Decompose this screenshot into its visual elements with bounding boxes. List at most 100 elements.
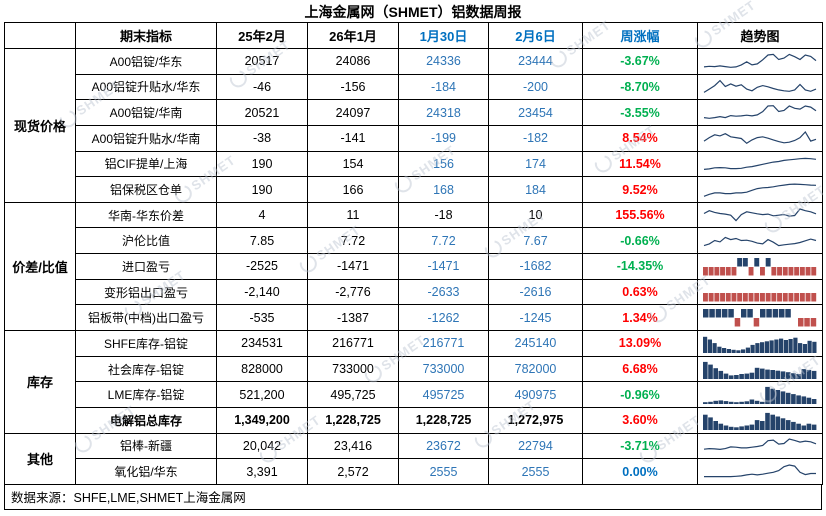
value-date2: 782000 [489, 356, 583, 383]
value-date1: -184 [399, 74, 489, 101]
value-date2: -200 [489, 74, 583, 101]
header-month2: 26年1月 [308, 23, 399, 49]
indicator-label: A00铝锭/华南 [76, 100, 217, 126]
header-month1: 25年2月 [217, 23, 308, 49]
trend-sparkline [704, 464, 816, 478]
trend-sparkline [703, 336, 817, 353]
trend-sparkline [703, 387, 817, 405]
value-date1: 733000 [399, 356, 489, 383]
trend-cell [698, 305, 823, 332]
value-month2: 1,228,725 [308, 407, 399, 434]
trend-cell [698, 356, 823, 383]
trend-sparkline [703, 292, 817, 302]
indicator-label: 铝棒-新疆 [76, 433, 217, 460]
indicator-label: 铝板带(中档)出口盈亏 [76, 305, 217, 332]
value-month1: 20,042 [217, 433, 308, 460]
value-date1: 23672 [399, 433, 489, 460]
value-date1: -199 [399, 125, 489, 152]
weekly-change-value: 0.63% [583, 279, 698, 306]
indicator-label: 氧化铝/华东 [76, 459, 217, 485]
indicator-label: 华南-华东价差 [76, 202, 217, 229]
header-indicator: 期末指标 [76, 23, 217, 49]
value-date2: 245140 [489, 331, 583, 357]
header-group-blank [5, 23, 76, 49]
indicator-label: LME库存-铝锭 [76, 382, 217, 408]
trend-cell [698, 279, 823, 306]
weekly-change-value: -3.67% [583, 49, 698, 75]
weekly-change-value: 1.34% [583, 305, 698, 332]
trend-cell [698, 459, 823, 485]
value-month2: 2,572 [308, 459, 399, 485]
value-month1: 20517 [217, 49, 308, 75]
trend-sparkline [703, 183, 817, 197]
weekly-change-value: 13.09% [583, 331, 698, 357]
value-date1: 7.72 [399, 228, 489, 255]
group-label: 现货价格 [5, 49, 76, 203]
value-date1: -2633 [399, 279, 489, 306]
value-month2: -141 [308, 125, 399, 152]
weekly-change-value: 8.54% [583, 125, 698, 152]
value-month2: 216771 [308, 331, 399, 357]
value-date1: -1471 [399, 254, 489, 280]
weekly-change-value: -0.66% [583, 228, 698, 255]
value-month2: -1471 [308, 254, 399, 280]
value-month1: 7.85 [217, 228, 308, 255]
group-label: 其他 [5, 433, 76, 485]
header-weekly-change: 周涨幅 [583, 23, 698, 49]
value-month2: -2,776 [308, 279, 399, 306]
value-date2: -2616 [489, 279, 583, 306]
trend-cell [698, 433, 823, 460]
indicator-label: 社会库存-铝锭 [76, 356, 217, 383]
value-month2: 166 [308, 177, 399, 203]
value-month2: 11 [308, 202, 399, 229]
trend-cell [698, 74, 823, 101]
value-date2: -1682 [489, 254, 583, 280]
value-date2: -1245 [489, 305, 583, 332]
trend-cell [698, 177, 823, 203]
value-date1: -18 [399, 202, 489, 229]
indicator-label: A00铝锭升贴水/华南 [76, 125, 217, 152]
value-date2: 10 [489, 202, 583, 229]
value-month2: 24097 [308, 100, 399, 126]
weekly-change-value: -0.96% [583, 382, 698, 408]
value-month2: -156 [308, 74, 399, 101]
value-month1: 4 [217, 202, 308, 229]
weekly-change-value: -14.35% [583, 254, 698, 280]
trend-cell [698, 202, 823, 229]
value-date2: 2555 [489, 459, 583, 485]
trend-sparkline [703, 105, 817, 119]
value-month1: -2,140 [217, 279, 308, 306]
indicator-label: 电解铝总库存 [76, 407, 217, 434]
report-title: 上海金属网（SHMET）铝数据周报 [304, 4, 522, 20]
group-label: 库存 [5, 331, 76, 434]
trend-cell [698, 49, 823, 75]
header-trend-chart: 趋势图 [698, 23, 823, 49]
value-month1: 190 [217, 177, 308, 203]
header-date1: 1月30日 [399, 23, 489, 49]
data-source-footer: 数据来源：SHFE,LME,SHMET上海金属网 [4, 484, 822, 510]
indicator-label: A00铝锭升贴水/华东 [76, 74, 217, 101]
value-date1: 495725 [399, 382, 489, 408]
trend-cell [698, 331, 823, 357]
trend-sparkline [703, 361, 817, 379]
value-month1: 828000 [217, 356, 308, 383]
value-date1: 24336 [399, 49, 489, 75]
value-date1: 216771 [399, 331, 489, 357]
value-month2: 495,725 [308, 382, 399, 408]
trend-sparkline [703, 53, 817, 68]
value-month2: 24086 [308, 49, 399, 75]
header-date2: 2月6日 [489, 23, 583, 49]
data-table: 期末指标 25年2月 26年1月 1月30日 2月6日 周涨幅 趋势图 现货价格… [4, 22, 823, 485]
indicator-label: 沪伦比值 [76, 228, 217, 255]
trend-sparkline [703, 309, 817, 327]
trend-sparkline [703, 158, 817, 171]
trend-cell [698, 228, 823, 255]
value-date2: 22794 [489, 433, 583, 460]
value-date1: 1,228,725 [399, 407, 489, 434]
weekly-change-value: 155.56% [583, 202, 698, 229]
indicator-label: A00铝锭/华东 [76, 49, 217, 75]
value-month2: -1387 [308, 305, 399, 332]
indicator-label: 进口盈亏 [76, 254, 217, 280]
trend-cell [698, 382, 823, 408]
